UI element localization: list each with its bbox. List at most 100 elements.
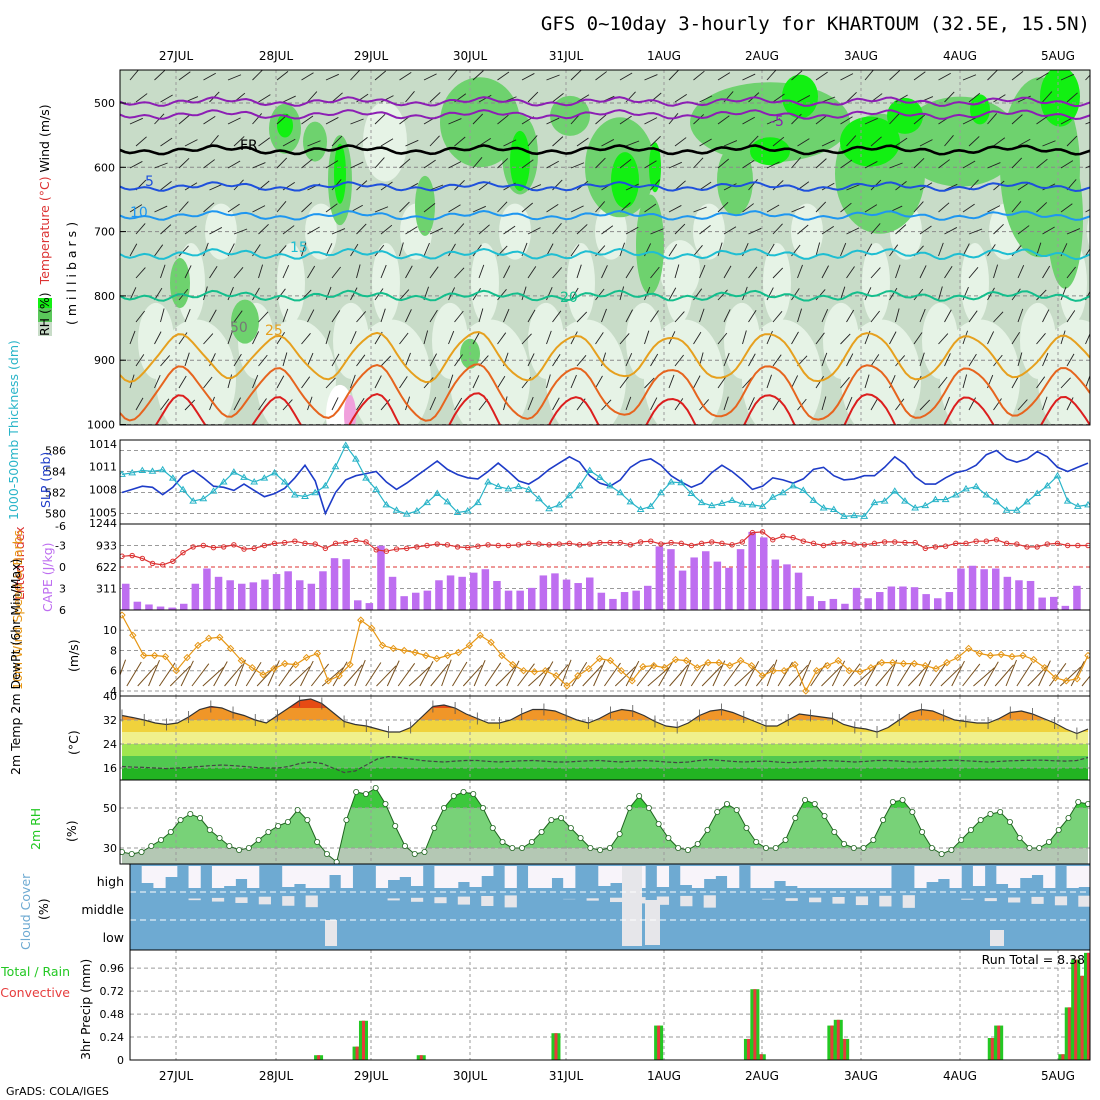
wind-barb [576,311,588,323]
precip-total-label: Total / Rain [0,964,70,979]
wind-barb [129,117,143,125]
wind10-barb [1081,675,1090,687]
wind-barb [913,71,926,81]
wind-barb [282,138,296,147]
wind-barb [993,264,999,279]
wind-barb [527,309,536,323]
rh-area-fill [122,788,1088,864]
wind10-barb [929,662,947,687]
wind-barb [374,206,389,213]
wind-barb [252,331,260,345]
rh-point [938,851,945,858]
rh-low-blob [823,302,859,379]
wind10-point [943,658,951,667]
wind-barb [276,71,289,81]
wind-barb [276,157,288,169]
li-point [190,544,196,550]
wind10-barb [734,666,756,687]
rh-point [841,841,848,848]
wind-barb [1017,352,1023,367]
li-point [322,545,329,552]
wind10-point [954,653,962,662]
wind-barb [889,113,900,125]
y-tick-label: 700 [94,226,115,239]
wind-barb [968,228,983,235]
wind-barb [203,159,215,169]
wind10-point [726,661,734,670]
slp-point [453,508,462,516]
wind10-barb [1038,660,1051,687]
bottom-date-labels: 27JUL 28JUL 29JUL 30JUL 31JUL 1AUG 2AUG 3AUG 4AU… [159,1069,1075,1083]
wind-barb [693,331,702,345]
wind-barb [307,91,318,103]
wind-barb [717,289,728,301]
upper-ylabel-text: RH (%) Temperature (°C) Wind (m/s) [37,104,52,336]
slp-point [626,497,635,505]
li-point [820,542,827,549]
wind-barb [650,228,664,235]
wind10-barb [419,661,434,687]
contour-35 [154,392,1090,425]
rh-point [714,809,721,816]
li-point [454,544,461,550]
wind10-point [693,663,701,672]
li-point [120,553,125,559]
rh-point [362,791,369,798]
wind-barb [276,200,287,213]
li-point [1014,541,1020,547]
date-label-bottom: 3AUG [844,1069,878,1083]
cape-tick: 622 [96,561,117,574]
wind-barb [987,287,995,301]
slp-point [951,491,960,498]
wind-barb [748,227,762,235]
wind-barb [135,267,146,279]
cape-tick: 311 [96,583,117,596]
wind-barb [766,330,773,345]
cape-bar [934,598,942,610]
wind10-barb [1070,661,1085,687]
rh-moist-blob [550,95,590,136]
wind-barb [1085,247,1090,257]
wind-barb [503,396,508,411]
slp-point [911,503,920,511]
cloud-high-clear [844,866,857,888]
wind-barb [282,95,296,103]
contour-label-25: 25 [265,323,283,339]
li-point [373,547,379,553]
rh-point [353,789,360,796]
rh-point [480,805,487,812]
cape-li-panel: -3 0 3 6 933 622 311 Lifted Index CAPE (J/kg) [12,523,1091,617]
li-point [658,541,664,547]
temp-band [122,720,1088,732]
wind-barb [472,113,484,125]
slp-point [423,498,431,506]
rh-point [245,845,252,852]
cape-bar [330,558,339,610]
wind-barb [135,93,148,103]
li-point [790,534,796,541]
wind-barb [258,398,267,411]
slp-point [860,512,869,519]
cape-bar [678,570,687,610]
wind-barb [840,333,851,345]
wind-barb [668,70,680,81]
rh-point [645,805,652,812]
wind-barb [699,264,706,279]
wind10-barb [484,662,502,687]
wind-barb [674,311,685,323]
rh-point [763,845,770,852]
slp-point [413,507,421,514]
wind-barb [595,71,607,81]
wind-barb [454,223,465,235]
wind-barb [429,397,437,411]
wind-barb [742,116,755,125]
wind-barb [1066,92,1078,103]
wind-barb [448,243,456,257]
cloud-high-clear [387,866,400,880]
wind-barb [227,203,240,213]
cloud-high-clear [434,866,447,888]
cloud-high-clear [1008,866,1021,888]
wind-barb [717,72,731,81]
li-point [200,542,207,549]
thickness-tick: 584 [45,466,66,479]
